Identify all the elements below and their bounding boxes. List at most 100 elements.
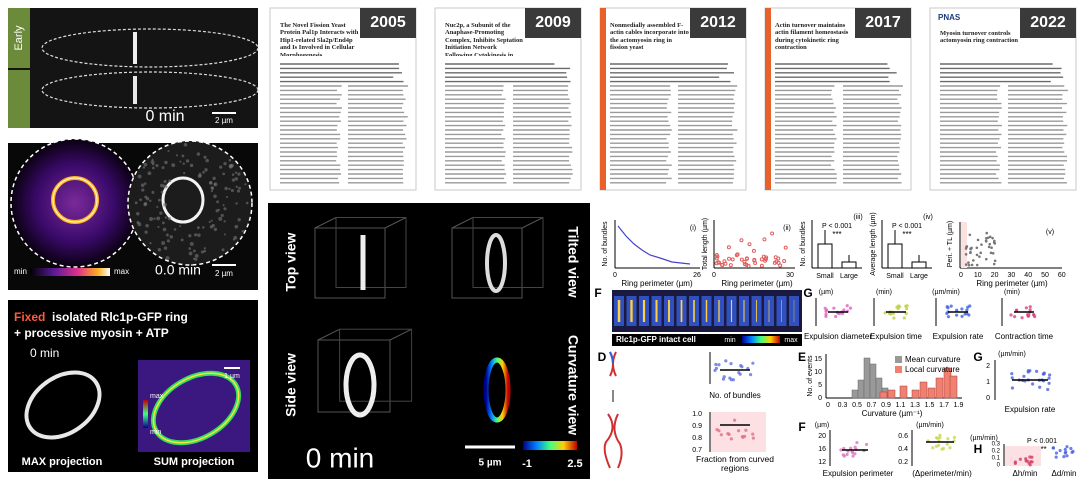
dot	[751, 436, 755, 440]
speckle	[188, 247, 192, 250]
speckle	[193, 233, 198, 237]
label: 5 µm	[479, 458, 502, 469]
dot	[741, 435, 745, 439]
label: Rlc1p-GFP intact cell	[616, 335, 696, 344]
speckle	[202, 226, 205, 229]
label: F	[594, 286, 601, 300]
speckle	[231, 178, 236, 182]
dot	[991, 236, 994, 240]
speckle	[151, 162, 155, 166]
label: (min)	[1004, 289, 1020, 296]
label: min	[14, 267, 27, 276]
dot	[960, 307, 964, 311]
speckle	[182, 162, 185, 165]
dot	[728, 376, 732, 380]
dot	[848, 306, 853, 310]
dot	[713, 368, 717, 373]
dot	[902, 316, 906, 320]
label: Top view	[283, 232, 299, 291]
dot	[763, 258, 768, 263]
label: 60	[1058, 272, 1066, 279]
dot	[976, 238, 980, 242]
dot	[751, 361, 755, 365]
dot	[975, 263, 979, 267]
dot	[883, 311, 887, 315]
dot	[931, 446, 935, 450]
speckle	[235, 202, 238, 205]
label: 0.2	[898, 459, 908, 466]
dot	[1020, 316, 1024, 320]
dot	[967, 263, 971, 267]
dot	[832, 306, 836, 310]
dot	[1022, 374, 1026, 378]
label: Expulsion perimeter	[823, 469, 894, 478]
label: Ring perimeter (µm)	[976, 279, 1048, 288]
dot	[984, 257, 988, 261]
speckle	[203, 247, 206, 250]
dot	[759, 257, 764, 262]
dot	[714, 256, 719, 261]
speckle	[153, 217, 156, 220]
shape	[152, 372, 240, 444]
speckle	[163, 202, 167, 207]
label: 0	[826, 402, 830, 409]
speckle	[230, 188, 234, 193]
label: 16	[818, 446, 826, 453]
label: G	[973, 350, 982, 364]
dot	[988, 235, 992, 239]
label: 0 min	[30, 346, 59, 360]
label: 30	[1008, 272, 1016, 279]
micrograph	[8, 8, 258, 128]
dot	[726, 245, 731, 250]
dot	[945, 305, 949, 309]
paper-title: Myosin turnover controls actomyosin ring…	[940, 30, 1018, 45]
label: Ring perimeter (µm)	[621, 279, 693, 288]
label: (ii)	[783, 225, 791, 232]
label: Average length (µm)	[870, 212, 877, 275]
label: 0	[818, 395, 822, 402]
label: 12	[818, 459, 826, 466]
label: Fixed	[14, 310, 45, 324]
speckle	[210, 186, 214, 190]
colorbar	[742, 336, 780, 343]
dot	[719, 433, 723, 437]
dot	[1010, 386, 1015, 390]
label: (iii)	[853, 214, 862, 221]
dot	[729, 362, 733, 366]
dot	[1034, 369, 1039, 373]
dot	[853, 452, 857, 456]
dot	[746, 263, 751, 268]
dot	[1032, 313, 1036, 317]
speckle	[196, 152, 201, 156]
speckle	[213, 194, 217, 199]
label: No. of bundles	[709, 391, 761, 400]
year: 2009	[535, 14, 571, 31]
label: 0 min	[145, 108, 184, 125]
volume-box	[451, 227, 523, 299]
dot	[960, 314, 964, 318]
speckle	[181, 154, 185, 158]
label: 2.5	[567, 458, 582, 470]
speckle	[163, 246, 168, 250]
dot	[823, 306, 827, 310]
speckle	[173, 228, 177, 231]
filament-icon	[603, 413, 623, 469]
speckle	[144, 195, 148, 199]
shape	[911, 261, 927, 269]
dot	[748, 373, 753, 377]
label: 10	[974, 272, 982, 279]
line	[317, 328, 340, 341]
speckle	[196, 226, 200, 230]
paper-title: Nonmedially assembled F-actin cables inc…	[610, 22, 689, 52]
speckle	[188, 251, 193, 256]
dot	[742, 259, 747, 264]
speckle	[141, 188, 145, 192]
ring	[483, 357, 511, 423]
dot	[993, 239, 996, 243]
cell	[128, 141, 252, 265]
shape	[961, 222, 967, 268]
speckle	[157, 198, 161, 202]
speckle	[189, 241, 194, 246]
dot	[975, 253, 979, 257]
